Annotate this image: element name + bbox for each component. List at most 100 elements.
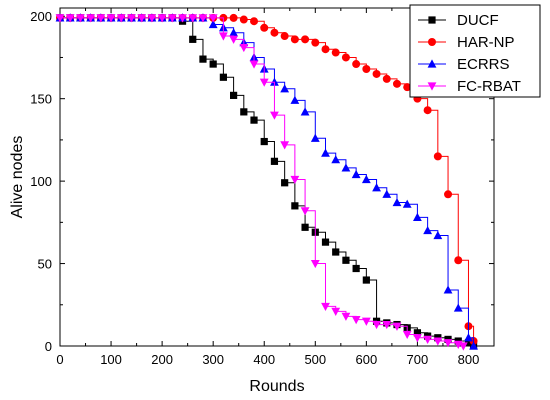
legend-box (409, 4, 541, 98)
data-point-ecrrs (208, 19, 218, 29)
data-point-har-np (392, 79, 401, 88)
data-point-ducf (189, 35, 197, 43)
data-point-fc-rbat (157, 14, 167, 23)
legend-label-har-np: HAR-NP (457, 34, 515, 51)
data-point-ecrrs (464, 333, 473, 342)
data-point-ecrrs (361, 174, 371, 184)
data-point-fc-rbat (76, 14, 85, 23)
x-tick-label: 600 (356, 352, 378, 367)
data-point-ecrrs (321, 148, 330, 157)
data-point-har-np (290, 35, 299, 44)
data-point-ecrrs (341, 163, 351, 172)
data-point-ducf (464, 339, 473, 347)
legend-label-ecrrs: ECRRS (457, 56, 510, 73)
data-point-ducf (219, 73, 227, 81)
legend-label-ducf: DUCF (457, 12, 499, 29)
data-point-ducf (281, 179, 289, 187)
data-point-har-np (331, 48, 340, 57)
data-point-har-np (301, 35, 310, 44)
y-tick-label: 0 (45, 339, 52, 354)
data-point-fc-rbat (188, 14, 198, 23)
data-point-ecrrs (331, 155, 341, 164)
y-tick-label: 200 (30, 9, 52, 24)
data-point-ducf (413, 329, 422, 337)
data-point-ducf (352, 264, 360, 273)
data-point-ecrrs (423, 225, 433, 235)
data-point-fc-rbat (55, 14, 65, 23)
data-point-fc-rbat (86, 14, 96, 23)
data-point-fc-rbat (198, 14, 208, 23)
data-point-ecrrs (229, 28, 238, 37)
data-point-har-np (444, 190, 453, 199)
data-point-har-np (372, 69, 381, 78)
data-point-ecrrs (351, 169, 361, 179)
legend-label-fc-rbat: FC-RBAT (457, 78, 521, 95)
legend-marker-fc-rbat (427, 82, 437, 91)
data-point-fc-rbat (280, 141, 290, 150)
data-point-fc-rbat (270, 111, 279, 120)
legend-marker-ducf (428, 16, 436, 24)
data-point-har-np (341, 53, 350, 62)
data-point-fc-rbat (249, 60, 259, 69)
data-point-fc-rbat (259, 78, 269, 87)
data-point-ecrrs (453, 303, 463, 312)
x-tick-label: 700 (407, 352, 429, 367)
data-point-fc-rbat (433, 337, 443, 346)
data-point-fc-rbat (137, 14, 147, 23)
legend-item-ducf: DUCF (418, 12, 499, 29)
data-point-har-np (352, 60, 361, 69)
data-point-fc-rbat (341, 312, 351, 321)
data-point-fc-rbat (127, 14, 136, 23)
data-point-ducf (199, 55, 207, 63)
legend-item-fc-rbat: FC-RBAT (418, 78, 521, 95)
data-point-fc-rbat (361, 317, 371, 326)
legend-item-har-np: HAR-NP (418, 34, 515, 51)
y-tick-label: 100 (30, 174, 52, 189)
data-point-ecrrs (290, 95, 300, 104)
data-point-fc-rbat (147, 14, 157, 23)
data-point-fc-rbat (300, 207, 310, 216)
data-point-ecrrs (413, 212, 422, 221)
data-point-fc-rbat (116, 14, 126, 23)
x-tick-label: 800 (458, 352, 480, 367)
data-point-fc-rbat (229, 35, 238, 44)
data-point-har-np (321, 45, 330, 54)
data-point-har-np (362, 65, 371, 74)
data-point-ecrrs (392, 197, 402, 207)
x-tick-label: 0 (56, 352, 63, 367)
x-tick-label: 300 (202, 352, 224, 367)
data-point-ducf (342, 256, 350, 264)
data-point-fc-rbat (167, 14, 177, 23)
data-point-ducf (230, 91, 238, 99)
data-point-fc-rbat (208, 14, 218, 23)
data-point-har-np (239, 15, 248, 24)
data-point-har-np (423, 106, 432, 115)
legend: DUCF HAR-NP ECRRS FC-RBAT (409, 4, 541, 98)
data-point-fc-rbat (458, 342, 468, 351)
legend-marker-ecrrs (427, 59, 437, 68)
y-axis-title: Alive nodes (9, 136, 26, 219)
data-point-ducf (332, 248, 340, 256)
data-point-fc-rbat (178, 14, 187, 23)
data-point-fc-rbat (218, 32, 228, 41)
data-point-ducf (209, 60, 217, 68)
series-layer (55, 13, 478, 351)
data-point-ducf (240, 108, 248, 116)
x-axis-title: Rounds (249, 378, 304, 395)
data-point-ducf (301, 223, 309, 231)
data-point-ecrrs (402, 199, 412, 208)
data-point-har-np (433, 152, 442, 161)
data-point-har-np (403, 83, 412, 92)
data-point-fc-rbat (372, 320, 381, 330)
data-point-har-np (382, 74, 391, 83)
x-tick-label: 100 (100, 352, 122, 367)
data-point-har-np (280, 32, 289, 41)
data-point-ecrrs (310, 133, 320, 142)
data-point-fc-rbat (65, 14, 75, 23)
y-tick-label: 50 (38, 257, 52, 272)
data-point-ducf (270, 157, 279, 165)
data-point-har-np (250, 17, 259, 26)
data-point-fc-rbat (382, 320, 392, 330)
legend-item-ecrrs: ECRRS (418, 56, 510, 73)
